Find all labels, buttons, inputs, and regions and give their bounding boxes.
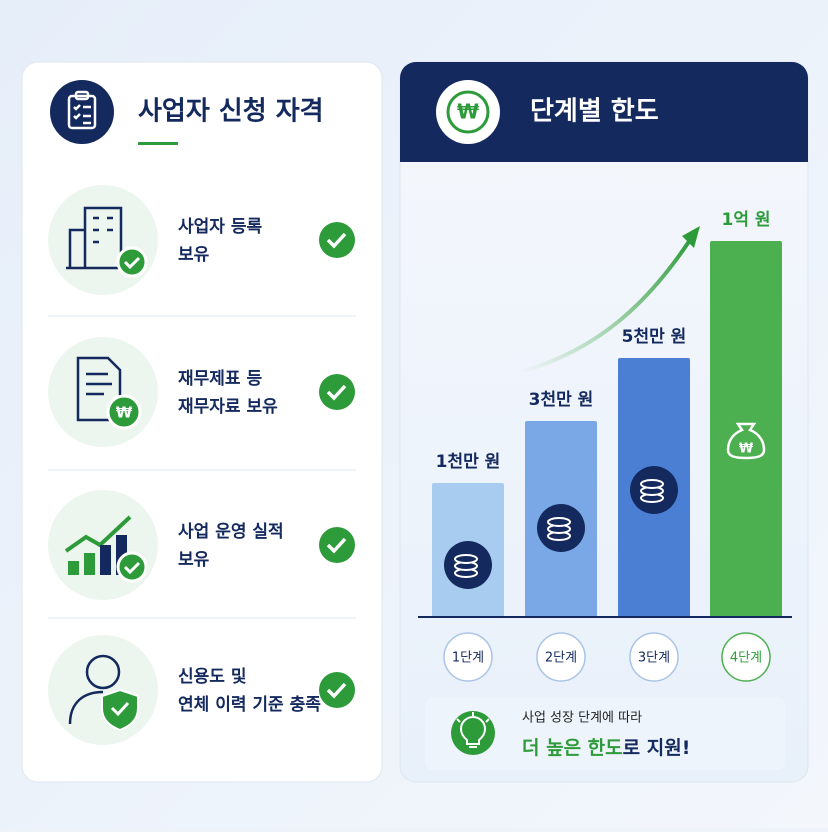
right-header [400, 62, 808, 162]
item-text: 사업자 등록 [178, 217, 262, 237]
footer-line1: 사업 성장 단계에 따라 [522, 711, 642, 726]
item-text: 재무제표 등 [178, 369, 262, 389]
right-title: 단계별 한도 [530, 97, 659, 127]
item-icon [64, 515, 132, 575]
chart-arrow [64, 515, 132, 553]
won-symbol: ₩ [116, 404, 133, 422]
won-ring [446, 90, 490, 134]
item-text: 신용도 및 [178, 667, 246, 687]
won-badge [436, 80, 500, 144]
won-badge [106, 394, 142, 430]
person [68, 654, 121, 725]
item-text: 재무자료 보유 [178, 397, 278, 417]
check [123, 561, 141, 575]
step-amount: 3천만 원 [529, 390, 594, 410]
building [66, 206, 128, 270]
bulb-glyph [456, 712, 490, 748]
step-label: 2단계 [545, 651, 577, 666]
chart-bar [100, 545, 111, 575]
step-label: 4단계 [730, 651, 762, 666]
item-icon [68, 654, 121, 725]
chart-bar [84, 553, 95, 575]
footer-highlight: 더 높은 한도 [522, 737, 623, 759]
check-mark [326, 537, 347, 554]
step-amount: 1천만 원 [436, 452, 501, 472]
arrow-head [682, 226, 700, 248]
check-mark [326, 682, 347, 699]
item-badge: ₩ [106, 394, 142, 430]
check-circle [319, 374, 355, 410]
check-badge [116, 246, 148, 278]
check-circle [319, 527, 355, 563]
check-mark [326, 232, 347, 249]
coin [547, 517, 571, 527]
step-label-circle [443, 632, 493, 682]
item-badge [116, 246, 148, 278]
won-symbol: ₩ [739, 442, 754, 457]
check-mark [326, 384, 347, 401]
growth-arrow [519, 238, 692, 374]
check-badge [116, 551, 148, 583]
item-text: 연체 이력 기준 충족 [178, 695, 321, 715]
item-badge [116, 551, 148, 583]
step-label: 3단계 [638, 651, 670, 666]
shield-check [110, 701, 130, 717]
item-icon-bg [48, 185, 158, 295]
chart-bar [116, 535, 127, 575]
step-amount: 1억 원 [721, 210, 770, 230]
coin [454, 554, 478, 564]
left-title: 사업자 신청 자격 [138, 97, 324, 127]
chart-bar [68, 561, 79, 575]
step-label-circle [536, 632, 586, 682]
step-bar [710, 241, 782, 617]
clipboard-icon [50, 80, 114, 144]
coin [640, 479, 664, 489]
footer-box [425, 697, 785, 770]
item-text: 보유 [178, 245, 210, 265]
check-circle [319, 222, 355, 258]
item-icon-bg [48, 635, 158, 745]
money-bag [726, 422, 766, 460]
title-underline [138, 142, 178, 145]
check-circle [319, 672, 355, 708]
item-icon-bg [48, 337, 158, 447]
item-icon [66, 206, 128, 270]
step-label-circle [721, 632, 771, 682]
won-symbol: ₩ [457, 100, 479, 124]
clipboard-glyph [67, 90, 97, 130]
footer-line2: 더 높은 한도로 지원! [522, 737, 690, 759]
item-text: 보유 [178, 550, 210, 570]
bulb-icon [451, 711, 495, 755]
check [123, 256, 141, 270]
step-amount: 5천만 원 [622, 327, 687, 347]
step-label-circle [629, 632, 679, 682]
footer-rest: 로 지원! [623, 737, 691, 759]
item-badge [101, 688, 139, 732]
step-label: 1단계 [452, 651, 484, 666]
item-text: 사업 운영 실적 [178, 522, 284, 542]
